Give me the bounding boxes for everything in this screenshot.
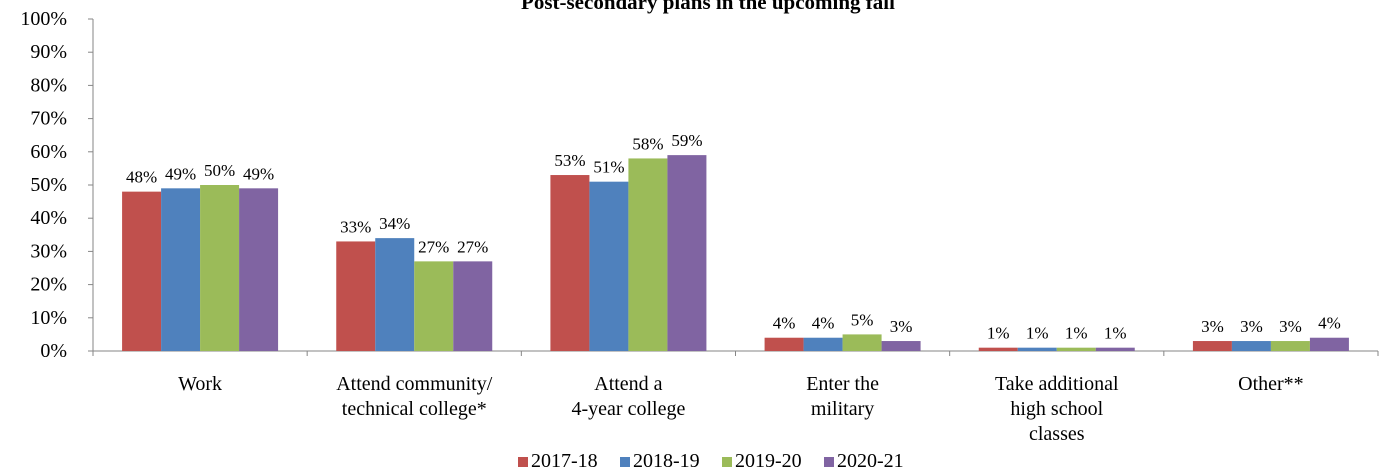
legend-item: 2018-19 <box>620 450 700 472</box>
bar <box>978 347 1018 351</box>
data-label: 34% <box>379 214 410 233</box>
bar <box>336 241 376 351</box>
data-label: 4% <box>812 314 835 333</box>
legend-label: 2020-21 <box>837 450 904 472</box>
data-label: 50% <box>204 161 235 180</box>
data-label: 3% <box>1201 317 1224 336</box>
bar <box>200 185 240 351</box>
bar <box>589 181 629 351</box>
bar <box>1270 341 1310 351</box>
data-label: 58% <box>632 134 663 153</box>
y-tick-label: 10% <box>30 307 67 329</box>
legend-item: 2017-18 <box>518 450 598 472</box>
bar <box>414 261 454 351</box>
bar <box>550 175 590 351</box>
data-label: 27% <box>457 237 488 256</box>
bar <box>628 158 668 351</box>
legend: 2017-18 2018-19 2019-20 2020-21 <box>518 450 904 472</box>
category-label: Work <box>178 373 222 395</box>
legend-label: 2018-19 <box>633 450 700 472</box>
legend-item: 2019-20 <box>722 450 802 472</box>
bar <box>667 155 707 351</box>
data-label: 53% <box>554 151 585 170</box>
data-label: 3% <box>1240 317 1263 336</box>
category-labels: Work Attend community/technical college* A… <box>178 373 1304 445</box>
bar <box>1056 347 1096 351</box>
x-axis <box>92 350 1379 356</box>
y-tick-label: 70% <box>30 108 67 130</box>
bar <box>453 261 493 351</box>
category-label: Attend a 4-year college <box>572 373 686 420</box>
bar <box>161 188 201 351</box>
data-label: 1% <box>1065 324 1088 343</box>
data-label: 27% <box>418 237 449 256</box>
data-label: 4% <box>1318 314 1341 333</box>
legend-item: 2020-21 <box>824 450 904 472</box>
data-labels: 48% 49% 50% 49% 33% 34% 27% 27% 53% 51% 58% 59% 4% 4%… <box>126 131 1341 343</box>
data-label: 3% <box>890 317 913 336</box>
bar <box>881 341 921 351</box>
legend-swatch <box>722 457 732 467</box>
y-tick-label: 0% <box>40 340 67 362</box>
y-tick-label: 40% <box>30 207 67 229</box>
category-label: Take additional high school classes <box>995 373 1119 445</box>
bar <box>1309 337 1349 351</box>
bar <box>122 191 162 351</box>
chart-title: Post-secondary plans in the upcoming fal… <box>521 0 895 14</box>
data-label: 49% <box>165 164 196 183</box>
category-label: Other** <box>1238 373 1304 395</box>
y-tick-label: 50% <box>30 174 67 196</box>
data-label: 1% <box>1026 324 1049 343</box>
y-tick-label: 90% <box>30 41 67 63</box>
data-label: 49% <box>243 164 274 183</box>
data-label: 5% <box>851 310 874 329</box>
bar <box>764 337 804 351</box>
y-axis: 0% 10% 20% 30% 40% 50% 60% 70% 80% 90% 100% <box>20 8 94 362</box>
legend-swatch <box>620 457 630 467</box>
legend-swatch <box>824 457 834 467</box>
bar <box>375 238 415 351</box>
bar <box>842 334 882 351</box>
bar <box>1017 347 1057 351</box>
bar <box>803 337 843 351</box>
y-tick-label: 60% <box>30 141 67 163</box>
bar <box>239 188 279 351</box>
data-label: 59% <box>671 131 702 150</box>
data-label: 4% <box>773 314 796 333</box>
data-label: 3% <box>1279 317 1302 336</box>
data-label: 51% <box>593 158 624 177</box>
bar <box>1231 341 1271 351</box>
y-tick-label: 80% <box>30 74 67 96</box>
data-label: 48% <box>126 168 157 187</box>
bar <box>1192 341 1232 351</box>
category-label: Attend community/technical college* <box>336 373 493 420</box>
y-tick-label: 30% <box>30 240 67 262</box>
legend-label: 2017-18 <box>531 450 598 472</box>
data-label: 1% <box>987 324 1010 343</box>
legend-swatch <box>518 457 528 467</box>
bars <box>122 155 1349 351</box>
bar <box>1095 347 1135 351</box>
y-tick-label: 20% <box>30 274 67 296</box>
legend-label: 2019-20 <box>735 450 802 472</box>
y-tick-label: 100% <box>20 8 67 30</box>
data-label: 33% <box>340 217 371 236</box>
data-label: 1% <box>1104 324 1127 343</box>
category-label: Enter the military <box>806 373 879 420</box>
